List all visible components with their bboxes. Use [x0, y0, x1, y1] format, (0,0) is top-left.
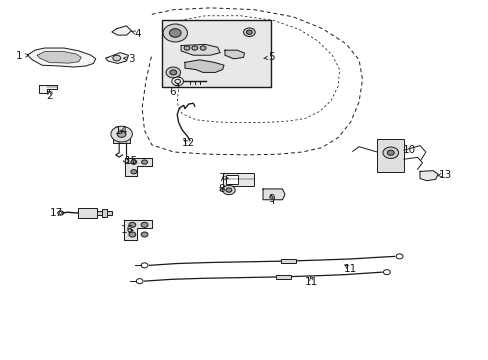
Circle shape [382, 147, 398, 158]
Polygon shape [224, 50, 244, 59]
Polygon shape [184, 60, 224, 72]
Text: 9: 9 [267, 194, 274, 204]
Circle shape [117, 131, 126, 137]
Circle shape [191, 46, 197, 50]
Circle shape [113, 55, 121, 61]
Bar [113, 134, 130, 143]
Polygon shape [39, 85, 57, 93]
Text: 5: 5 [267, 52, 274, 62]
Circle shape [141, 222, 148, 227]
Text: 2: 2 [46, 91, 53, 101]
Text: 11: 11 [305, 277, 318, 287]
Circle shape [165, 67, 180, 78]
Circle shape [142, 160, 147, 164]
Bar [276, 275, 290, 279]
Polygon shape [419, 171, 437, 181]
Text: 15: 15 [124, 156, 138, 166]
Circle shape [129, 232, 136, 237]
Bar [78, 208, 97, 219]
Polygon shape [37, 51, 81, 63]
Text: 17: 17 [50, 208, 63, 218]
Circle shape [183, 46, 189, 50]
Polygon shape [125, 158, 152, 176]
Circle shape [200, 46, 205, 50]
Circle shape [225, 188, 231, 192]
Circle shape [141, 263, 148, 268]
Bar [161, 21, 271, 87]
Polygon shape [27, 48, 96, 67]
Circle shape [395, 254, 402, 259]
Text: 16: 16 [121, 225, 134, 235]
Text: 10: 10 [402, 144, 415, 154]
Circle shape [131, 170, 137, 174]
Circle shape [129, 222, 136, 227]
Circle shape [169, 29, 181, 37]
Text: 3: 3 [128, 54, 134, 64]
Text: 8: 8 [217, 184, 224, 194]
Polygon shape [105, 53, 128, 63]
Text: 4: 4 [135, 29, 141, 39]
Circle shape [131, 160, 137, 164]
Circle shape [386, 150, 393, 155]
Polygon shape [112, 26, 131, 35]
Text: 12: 12 [182, 139, 195, 148]
Bar [225, 175, 238, 184]
Circle shape [58, 211, 63, 215]
Polygon shape [263, 189, 285, 200]
Circle shape [243, 28, 255, 37]
Circle shape [222, 185, 235, 195]
Circle shape [174, 79, 180, 84]
Text: 1: 1 [16, 51, 22, 61]
Circle shape [383, 270, 389, 275]
Circle shape [141, 232, 148, 237]
Bar [222, 173, 254, 186]
Bar [97, 211, 102, 215]
Circle shape [163, 24, 187, 42]
Bar [107, 211, 112, 215]
Text: 7: 7 [217, 173, 224, 183]
Circle shape [111, 126, 132, 142]
Bar [376, 139, 403, 172]
Text: 11: 11 [344, 264, 357, 274]
Circle shape [169, 70, 176, 75]
Bar [102, 210, 107, 217]
Polygon shape [124, 220, 152, 240]
Circle shape [136, 279, 143, 284]
Text: 13: 13 [438, 170, 451, 180]
Circle shape [171, 77, 183, 86]
Bar [281, 259, 295, 263]
Text: 14: 14 [115, 126, 128, 135]
Text: 6: 6 [169, 87, 175, 97]
Circle shape [246, 30, 252, 35]
Polygon shape [181, 44, 220, 55]
